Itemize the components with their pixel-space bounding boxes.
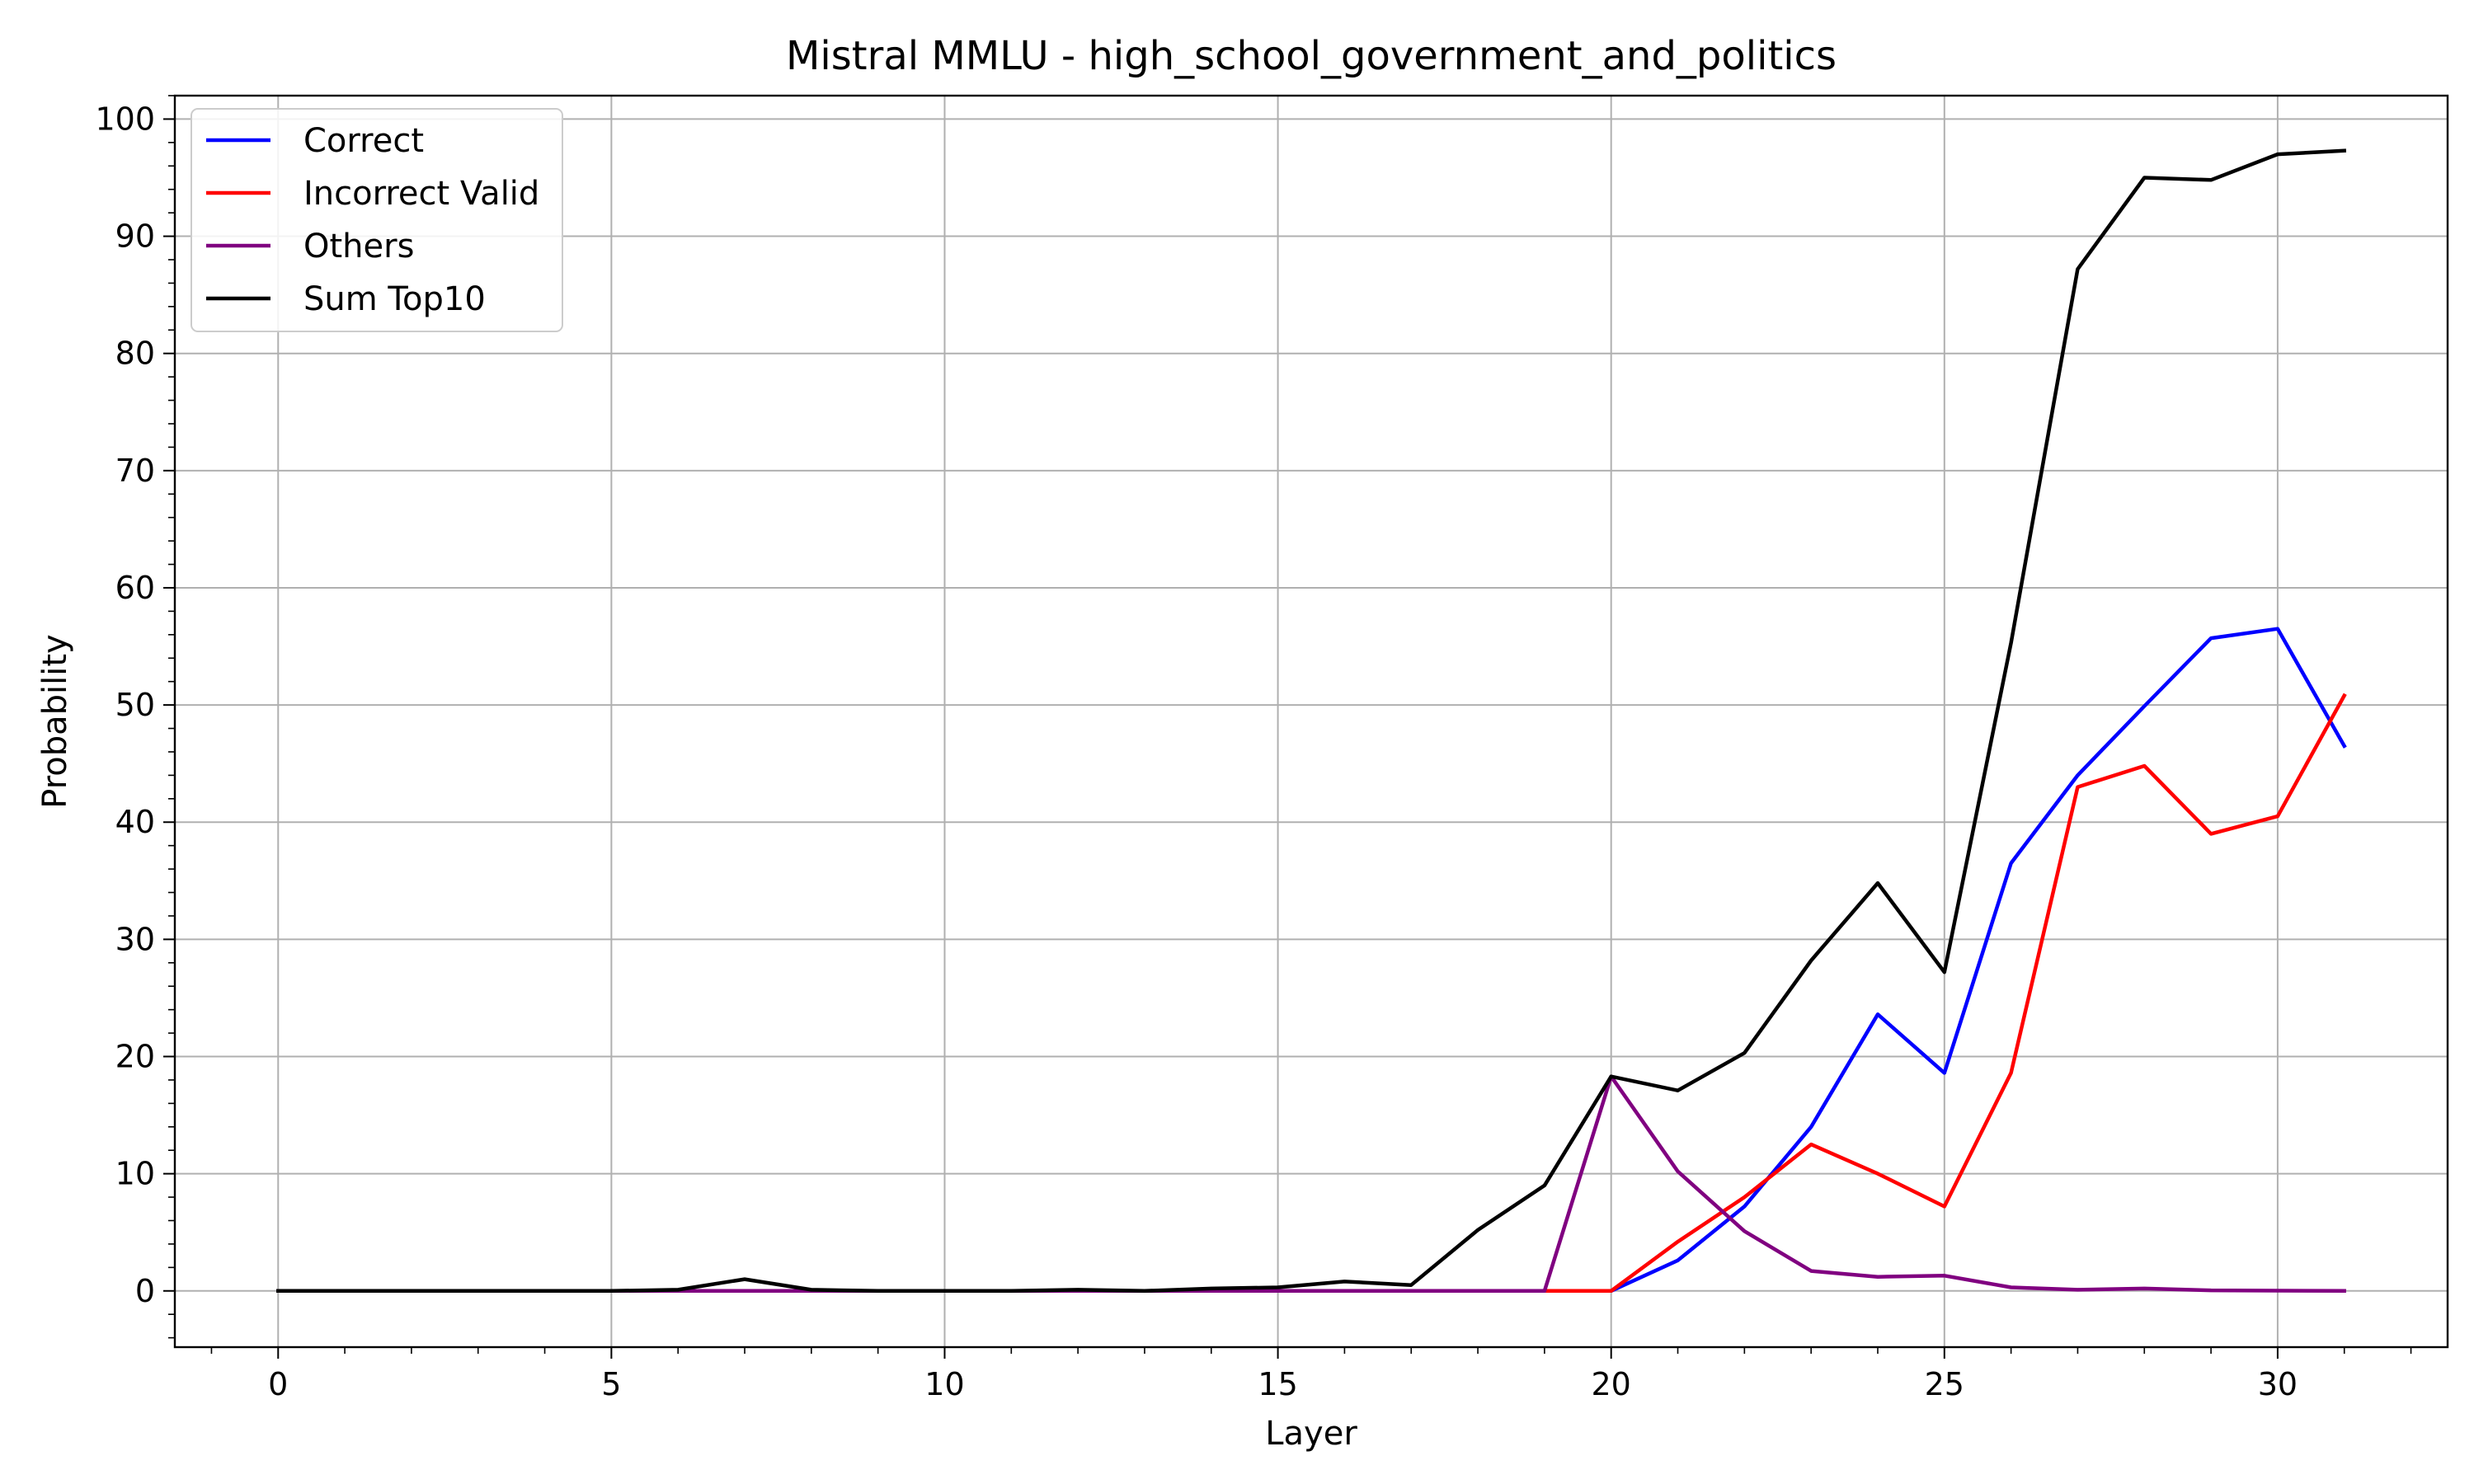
y-tick-label: 20 [115,1039,155,1075]
x-tick-label: 30 [2258,1366,2298,1402]
y-tick-label: 60 [115,570,155,606]
y-tick-label: 40 [115,804,155,840]
legend-box [190,108,563,332]
y-tick-label: 30 [115,921,155,957]
plot-frame [173,94,2449,1349]
x-tick-label: 20 [1592,1366,1631,1402]
y-tick-label: 80 [115,336,155,372]
series-lines [276,148,2347,1294]
legend-label-sum-top10: Sum Top10 [303,280,486,318]
x-tick-label: 0 [268,1366,288,1402]
legend-label-incorrect-valid: Incorrect Valid [303,175,539,213]
y-tick-label: 10 [115,1156,155,1192]
series-line-incorrect-valid [276,693,2347,1294]
y-axis-label: Probability [36,634,74,808]
legend: Correct Incorrect Valid Others Sum Top10 [190,108,563,332]
series-line-sum-top10 [276,148,2347,1294]
axis-ticks: 0 5 10 15 20 25 30 0 10 20 30 40 50 60 70 80 90 100 [95,95,2412,1402]
y-tick-label: 50 [115,687,155,723]
y-tick-label: 70 [115,453,155,489]
y-tick-label: 0 [135,1273,155,1309]
x-tick-label: 5 [601,1366,621,1402]
x-tick-label: 25 [1925,1366,1964,1402]
legend-label-others: Others [303,228,414,265]
chart-title: Mistral MMLU - high_school_government_an… [786,33,1837,79]
x-axis-label: Layer [1265,1415,1357,1453]
grid [175,96,2448,1347]
legend-label-correct: Correct [303,122,424,160]
x-tick-label: 15 [1258,1366,1297,1402]
series-line-others [276,1074,2346,1294]
y-tick-label: 90 [115,218,155,255]
y-tick-label: 100 [95,101,155,137]
x-tick-label: 10 [924,1366,964,1402]
series-line-correct [276,627,2347,1294]
